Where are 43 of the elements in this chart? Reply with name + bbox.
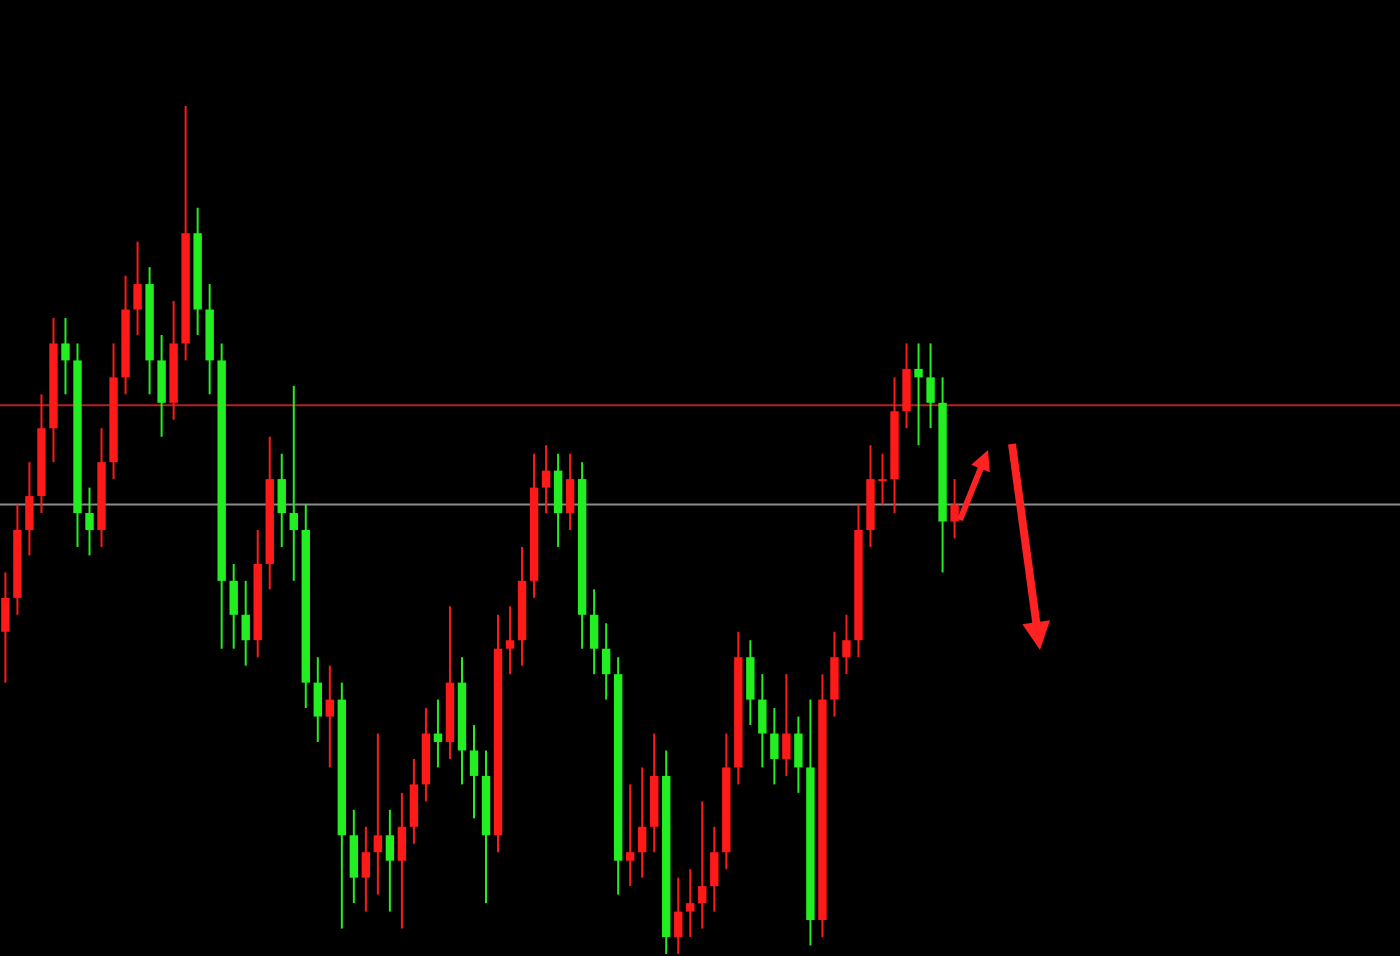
candlestick	[541, 444, 551, 515]
candlestick	[1, 571, 10, 684]
candlestick	[289, 384, 298, 582]
candlestick	[794, 715, 803, 794]
candlestick	[902, 342, 911, 430]
candlestick	[133, 240, 142, 336]
candlestick	[385, 808, 395, 913]
candlestick	[361, 825, 371, 913]
candlestick	[589, 588, 599, 676]
candlestick	[638, 766, 647, 879]
candlestick	[625, 783, 635, 888]
candlestick	[313, 656, 322, 743]
candlestick	[926, 342, 935, 430]
candlestick	[770, 707, 779, 786]
candlestick	[241, 579, 250, 667]
candlestick	[601, 622, 611, 701]
candlestick	[61, 317, 70, 396]
candlestick	[842, 613, 851, 676]
candlestick	[565, 452, 575, 531]
candlestick	[373, 732, 383, 896]
candlestick	[25, 461, 34, 557]
candlestick	[782, 673, 791, 777]
candlestick	[950, 478, 959, 540]
candlestick	[830, 630, 839, 718]
candlestick	[229, 562, 238, 650]
candlestick	[674, 876, 683, 955]
candlestick	[710, 825, 719, 913]
candlestick	[349, 808, 359, 905]
candlestick	[277, 452, 286, 548]
candlestick	[698, 800, 707, 930]
candlestick	[914, 342, 923, 447]
candlestick	[85, 486, 94, 557]
candlestick	[433, 698, 443, 769]
candlestick	[553, 452, 563, 548]
candlestick	[325, 664, 335, 769]
candlestick	[157, 333, 166, 438]
candlestick	[409, 757, 419, 845]
candlestick	[746, 639, 755, 727]
candlestick	[397, 791, 407, 930]
candlestick	[686, 868, 695, 939]
candlestick	[758, 673, 767, 769]
candlestick	[505, 605, 515, 676]
candlestick	[469, 724, 479, 820]
